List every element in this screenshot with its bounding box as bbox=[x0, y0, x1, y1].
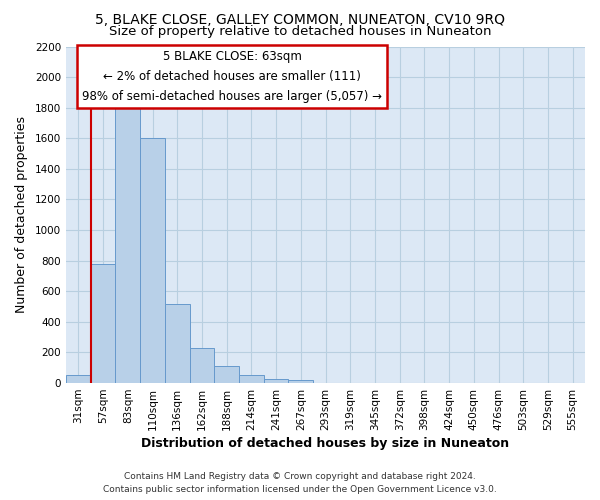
Bar bbox=[165, 304, 190, 383]
Y-axis label: Number of detached properties: Number of detached properties bbox=[15, 116, 28, 314]
Text: Size of property relative to detached houses in Nuneaton: Size of property relative to detached ho… bbox=[109, 25, 491, 38]
Text: Contains HM Land Registry data © Crown copyright and database right 2024.
Contai: Contains HM Land Registry data © Crown c… bbox=[103, 472, 497, 494]
Bar bbox=[190, 348, 214, 383]
Bar bbox=[140, 138, 165, 383]
Bar bbox=[214, 366, 239, 383]
Bar bbox=[91, 264, 115, 383]
Text: 5 BLAKE CLOSE: 63sqm
← 2% of detached houses are smaller (111)
98% of semi-detac: 5 BLAKE CLOSE: 63sqm ← 2% of detached ho… bbox=[82, 50, 382, 103]
X-axis label: Distribution of detached houses by size in Nuneaton: Distribution of detached houses by size … bbox=[142, 437, 509, 450]
Bar bbox=[239, 374, 264, 383]
Bar bbox=[115, 104, 140, 383]
Bar bbox=[264, 379, 289, 383]
Bar bbox=[289, 380, 313, 383]
Text: 5, BLAKE CLOSE, GALLEY COMMON, NUNEATON, CV10 9RQ: 5, BLAKE CLOSE, GALLEY COMMON, NUNEATON,… bbox=[95, 12, 505, 26]
Bar bbox=[66, 376, 91, 383]
